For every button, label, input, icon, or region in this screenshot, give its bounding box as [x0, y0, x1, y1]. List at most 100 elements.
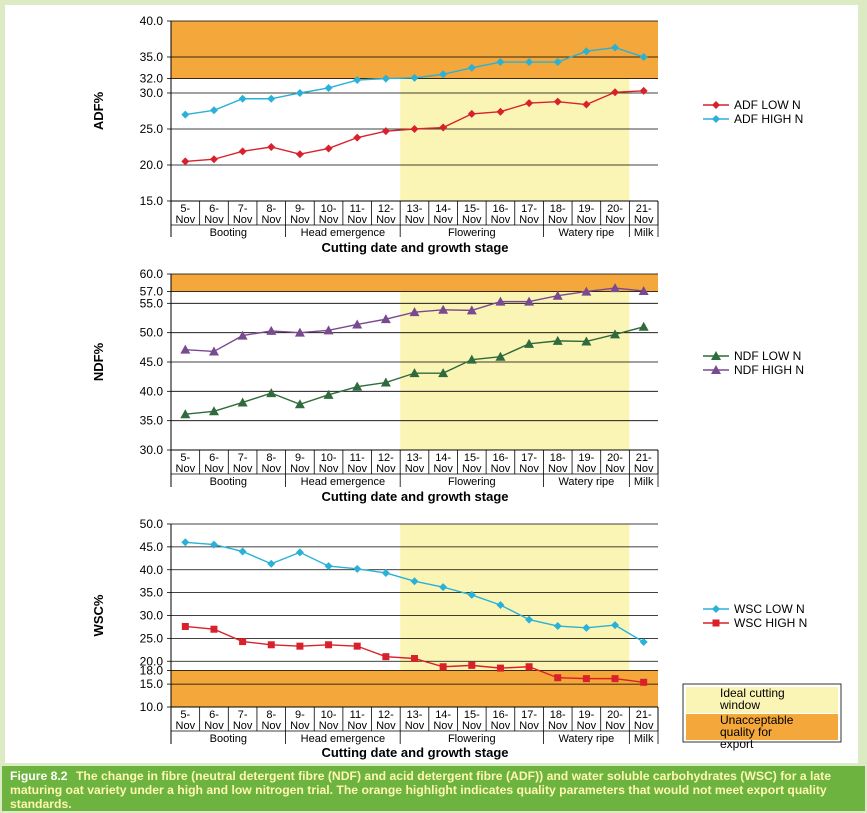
- data-point: [496, 664, 504, 672]
- x-tick-label-month: Nov: [491, 720, 511, 732]
- x-tick-label-month: Nov: [261, 720, 281, 732]
- y-tick-label: 45.0: [140, 355, 164, 369]
- data-point: [324, 144, 333, 153]
- x-tick-label-month: Nov: [176, 214, 196, 226]
- stage-label: Head emergence: [301, 733, 385, 745]
- x-tick-label-day: 5-: [180, 452, 190, 464]
- x-tick-label-day: 5-: [180, 709, 190, 721]
- x-tick-label-month: Nov: [376, 214, 396, 226]
- y-tick-label: 30.0: [140, 609, 164, 623]
- x-tick-label-month: Nov: [605, 214, 625, 226]
- y-tick-label: 35.0: [140, 414, 164, 428]
- data-point: [209, 540, 218, 549]
- data-point: [467, 63, 476, 72]
- y-axis-title: NDF%: [91, 342, 106, 381]
- data-point: [410, 125, 419, 133]
- y-tick-label: 60.0: [140, 267, 164, 281]
- x-tick-label-month: Nov: [290, 214, 310, 226]
- data-point: [267, 559, 276, 568]
- x-axis-title: Cutting date and growth stage: [321, 745, 508, 760]
- x-tick-label-month: Nov: [319, 214, 339, 226]
- x-tick-label-month: Nov: [519, 720, 539, 732]
- x-tick-label-month: Nov: [577, 463, 597, 475]
- data-point: [237, 330, 248, 340]
- x-tick-label-day: 10-: [321, 203, 337, 215]
- data-point: [495, 296, 506, 306]
- data-point: [466, 305, 477, 315]
- unacceptable-swatch: [686, 714, 838, 740]
- x-tick-label-day: 6-: [209, 203, 219, 215]
- stage-label: Flowering: [448, 733, 496, 745]
- data-point: [553, 97, 562, 106]
- data-point: [238, 147, 247, 156]
- data-point: [524, 338, 535, 348]
- x-tick-label-month: Nov: [548, 214, 568, 226]
- data-point: [524, 296, 535, 306]
- unacceptable-legend-label: Unacceptable quality for export: [720, 713, 794, 751]
- x-tick-label-month: Nov: [176, 720, 196, 732]
- x-tick-label-day: 12-: [378, 709, 394, 721]
- x-tick-label-month: Nov: [261, 463, 281, 475]
- data-point: [611, 43, 620, 52]
- x-tick-label-day: 17-: [521, 452, 537, 464]
- y-tick-label: 30.0: [140, 86, 164, 100]
- caption-text: The change in fibre (neutral detergent f…: [10, 769, 832, 811]
- data-point: [467, 109, 476, 118]
- data-point: [411, 655, 418, 663]
- data-point: [552, 335, 563, 345]
- x-tick-label-day: 8-: [266, 203, 276, 215]
- data-point: [638, 286, 649, 296]
- data-point: [466, 354, 477, 364]
- x-tick-label-month: Nov: [204, 463, 224, 475]
- y-tick-label: 55.0: [140, 296, 164, 310]
- x-tick-label-day: 9-: [295, 709, 305, 721]
- x-tick-label-month: Nov: [233, 720, 253, 732]
- data-point: [181, 538, 190, 547]
- x-tick-label-month: Nov: [405, 720, 425, 732]
- x-tick-label-day: 17-: [521, 203, 537, 215]
- series-ndf-high-n: [180, 283, 649, 356]
- x-tick-label-day: 12-: [378, 203, 394, 215]
- stage-label: Booting: [210, 227, 247, 239]
- data-point: [525, 99, 534, 108]
- data-point: [553, 58, 562, 67]
- stage-label: Milk: [634, 227, 654, 239]
- x-tick-label-day: 15-: [464, 452, 480, 464]
- data-point: [209, 106, 218, 115]
- x-tick-label-month: Nov: [605, 720, 625, 732]
- series-wsc-low-n: [181, 538, 648, 647]
- data-point: [712, 101, 720, 109]
- x-tick-label-month: Nov: [433, 214, 453, 226]
- y-tick-label: 25.0: [140, 122, 164, 136]
- x-tick-label-day: 14-: [435, 203, 451, 215]
- x-tick-label-day: 20-: [607, 709, 623, 721]
- unacceptable-band: [171, 670, 658, 707]
- data-point: [611, 88, 620, 97]
- x-tick-label-day: 18-: [550, 203, 566, 215]
- y-tick-label: 15.0: [140, 194, 164, 208]
- data-point: [352, 319, 363, 329]
- stage-label: Watery ripe: [558, 227, 614, 239]
- x-tick-label-day: 16-: [492, 452, 508, 464]
- stage-label: Milk: [634, 476, 654, 488]
- data-point: [380, 314, 391, 324]
- data-point: [267, 641, 275, 649]
- x-tick-label-day: 12-: [378, 452, 394, 464]
- data-point: [180, 409, 191, 419]
- x-tick-label-month: Nov: [548, 463, 568, 475]
- x-tick-label-day: 19-: [578, 203, 594, 215]
- x-tick-label-month: Nov: [405, 214, 425, 226]
- x-tick-label-month: Nov: [261, 214, 281, 226]
- series-wsc-high-n: [181, 622, 648, 686]
- x-tick-label-day: 6-: [209, 452, 219, 464]
- stage-label: Flowering: [448, 227, 496, 239]
- y-tick-label: 50.0: [140, 517, 164, 531]
- ideal-swatch: [686, 687, 838, 713]
- data-point: [639, 638, 648, 647]
- x-tick-label-month: Nov: [462, 214, 482, 226]
- x-tick-label-day: 7-: [238, 709, 248, 721]
- x-tick-label-month: Nov: [290, 463, 310, 475]
- data-point: [581, 336, 592, 346]
- x-tick-label-month: Nov: [347, 463, 367, 475]
